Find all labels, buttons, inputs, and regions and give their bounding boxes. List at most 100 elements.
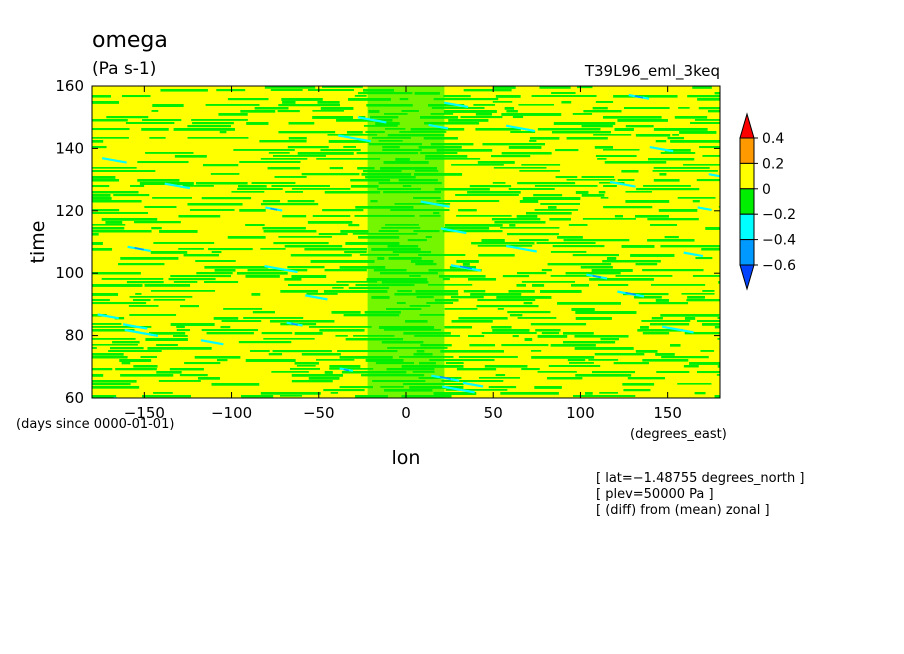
heat-cell (517, 272, 547, 275)
heat-cell (510, 131, 536, 134)
heat-cell (477, 161, 515, 164)
heat-cell (375, 362, 415, 365)
heat-cell (238, 185, 267, 188)
heat-cell (324, 191, 381, 194)
heat-cell (674, 116, 708, 119)
heat-cell (640, 326, 649, 329)
heat-cell (156, 344, 178, 347)
heat-cell (410, 260, 434, 263)
heat-cell (368, 110, 380, 113)
heat-cell (571, 284, 590, 287)
heat-cell (254, 107, 289, 110)
heat-cell (189, 209, 235, 211)
heat-cell (569, 362, 594, 364)
heat-cell (378, 182, 442, 185)
heat-streak (661, 325, 694, 334)
heat-cell (401, 110, 419, 112)
heat-cell (414, 170, 439, 172)
heat-cell (507, 311, 551, 314)
heat-cell (343, 314, 400, 317)
heat-cell (260, 203, 319, 206)
heat-cell (220, 326, 231, 329)
heat-cell (366, 104, 413, 107)
heat-cell (414, 335, 461, 337)
heat-cell (614, 128, 634, 131)
heat-cell (385, 224, 419, 226)
heat-streak (440, 227, 467, 235)
heat-cell (380, 386, 404, 388)
heat-cell (467, 278, 497, 281)
heat-cell (160, 89, 208, 92)
heat-cell (365, 176, 416, 179)
heat-cell (697, 98, 720, 101)
heat-cell (352, 233, 418, 235)
heat-cell (151, 110, 159, 112)
heat-cell (153, 242, 215, 244)
heat-cell (477, 299, 536, 302)
heat-cell (239, 161, 301, 163)
heat-cell (386, 308, 422, 310)
heat-cell (717, 317, 720, 319)
heatmap-field (92, 86, 720, 398)
heat-cell (348, 224, 360, 227)
heat-cell (92, 344, 138, 346)
heat-cell (195, 260, 236, 262)
heat-cell (484, 365, 528, 368)
heat-cell (159, 230, 198, 233)
heat-cell (142, 119, 182, 122)
heat-cell (533, 194, 563, 197)
heat-cell (250, 350, 270, 352)
heat-cell (462, 263, 470, 266)
heat-cell (133, 365, 158, 368)
heat-streak (649, 145, 674, 153)
heat-cell (463, 290, 486, 293)
heat-cell (267, 167, 300, 170)
heat-cell (563, 332, 594, 335)
heat-cell (201, 197, 252, 200)
heat-cell (272, 350, 332, 353)
heat-cell (390, 209, 450, 212)
heat-cell (714, 395, 720, 398)
heat-cell (345, 338, 404, 341)
heat-cell (247, 269, 308, 272)
heat-cell (420, 152, 458, 155)
heat-cell (383, 161, 429, 164)
heat-cell (233, 149, 295, 151)
heat-cell (420, 344, 452, 347)
heat-cell (636, 188, 700, 191)
heat-cell (114, 317, 125, 320)
y-tick-label: 60 (65, 389, 84, 407)
heat-cell (625, 200, 670, 203)
heat-cell (355, 206, 414, 209)
heat-cell (173, 281, 198, 283)
heat-cell (92, 299, 110, 302)
heat-cell (169, 368, 204, 371)
heat-cell (702, 155, 720, 157)
heat-cell (176, 326, 185, 329)
heat-cell (581, 194, 605, 197)
heat-cell (621, 170, 639, 173)
heat-cell (407, 239, 427, 242)
heat-cell (443, 110, 497, 113)
heat-streak (462, 381, 484, 388)
heat-cell (491, 326, 512, 329)
heat-cell (614, 215, 624, 218)
heat-cell (473, 104, 496, 106)
heat-cell (475, 128, 521, 131)
heat-cell (584, 392, 593, 395)
heat-cell (263, 230, 317, 233)
heat-cell (402, 185, 412, 187)
heat-cell (278, 104, 341, 107)
heat-cell (198, 377, 220, 380)
heat-cell (92, 323, 122, 325)
heat-cell (650, 323, 690, 326)
heat-cell (290, 254, 352, 257)
heat-cell (378, 326, 435, 329)
heat-cell (678, 107, 690, 109)
heat-cell (355, 395, 388, 398)
heat-cell (344, 251, 367, 254)
heat-cell (280, 395, 303, 397)
heat-cell (443, 95, 471, 98)
heat-cell (277, 110, 300, 113)
heat-streak-core (634, 95, 644, 99)
